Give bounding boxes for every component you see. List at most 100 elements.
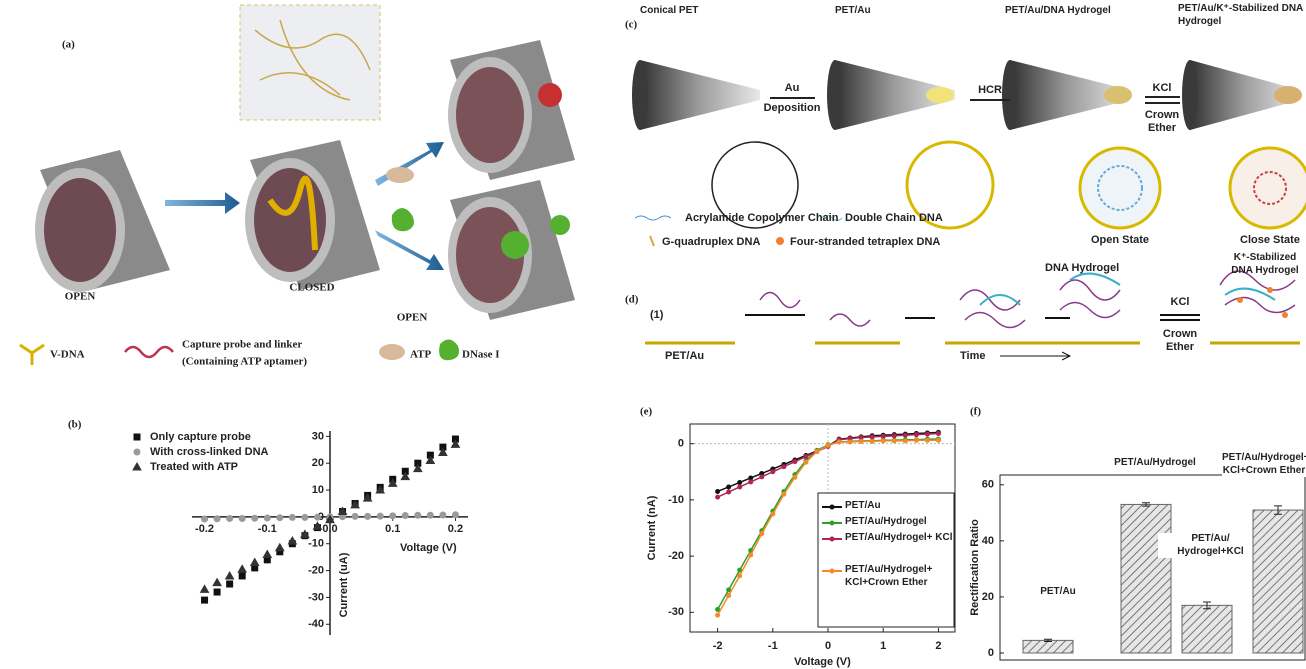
panel-a-art	[20, 5, 575, 365]
y-axis-label: Rectification Ratio	[969, 519, 981, 616]
data-point	[251, 559, 259, 566]
legend-marker	[134, 434, 140, 440]
data-point	[737, 480, 742, 485]
data-point	[925, 438, 930, 443]
data-point	[936, 431, 941, 436]
legend-label-box: PET/Au/Hydrogel+ KCl+Crown Ether	[845, 564, 953, 598]
bar	[1121, 504, 1171, 653]
channel	[448, 40, 575, 180]
channel	[448, 180, 575, 320]
step-label: Ether	[1148, 122, 1177, 134]
atp-icon	[386, 167, 414, 183]
arrow	[165, 192, 240, 214]
state-label: OPEN	[65, 291, 96, 303]
legend-label: Acrylamide Copolymer Chain	[685, 212, 839, 224]
data-point	[202, 597, 208, 603]
y-tick-label: 60	[982, 479, 994, 491]
step-label: KCl	[1153, 82, 1172, 94]
y-tick-label: 10	[312, 484, 324, 496]
data-point	[748, 552, 753, 557]
bar	[1253, 510, 1303, 653]
x-tick-label: 2	[935, 640, 941, 652]
bar	[1023, 640, 1073, 653]
state-label: Close State	[1240, 234, 1300, 246]
legend-label: Only capture probe	[150, 431, 251, 443]
cone	[1182, 60, 1302, 130]
data-point	[214, 589, 220, 595]
bar-label: PET/Au/ Hydrogel+KCl	[1158, 533, 1263, 558]
step-label: Crown	[1145, 109, 1180, 121]
legend-label: (Containing ATP aptamer)	[182, 356, 307, 368]
y-tick-label: 0	[988, 647, 994, 659]
data-point	[415, 512, 421, 518]
legend-marker	[830, 569, 835, 574]
bar-label-box: PET/Au/Hydrogel+ KCl+Crown Ether	[1222, 452, 1306, 484]
panel-label: (a)	[62, 39, 75, 51]
legend-icon	[650, 236, 654, 246]
data-point	[781, 464, 786, 469]
arrow	[375, 230, 444, 270]
bar-label-box: PET/Au	[1028, 586, 1088, 618]
vdna-icon	[20, 345, 44, 365]
legend-label: PET/Au	[845, 500, 953, 513]
data-point	[201, 585, 209, 592]
data-point	[892, 433, 897, 438]
data-point	[202, 516, 208, 522]
data-point	[440, 512, 446, 518]
data-point	[903, 433, 908, 438]
data-point	[289, 514, 295, 520]
atp-icon	[379, 344, 405, 360]
stage-title: PET/Au/DNA Hydrogel	[1005, 5, 1155, 18]
x-axis-label: Voltage (V)	[400, 542, 457, 554]
legend-label: Treated with ATP	[150, 461, 238, 473]
channel	[245, 140, 380, 290]
data-point	[770, 511, 775, 516]
bar-label: PET/Au/Hydrogel+ KCl+Crown Ether	[1222, 452, 1306, 477]
pore	[1230, 148, 1306, 228]
legend-label: With cross-linked DNA	[150, 446, 269, 458]
data-point	[925, 432, 930, 437]
step-label: HCR	[978, 84, 1002, 96]
step-label: Ether	[1166, 341, 1195, 353]
step-label: Crown	[1163, 328, 1198, 340]
data-point	[227, 581, 233, 587]
step-label: DNA Hydrogel	[1045, 262, 1119, 274]
y-tick-label: -20	[668, 550, 684, 562]
channel	[35, 150, 170, 292]
pore	[1080, 148, 1160, 228]
figure: (a)(b)(c)(d)(e)(f)OPENCLOSEDOPENV-DNACap…	[0, 0, 1306, 669]
stage-title: PET/Au/K⁺-Stabilized DNA Hydrogel	[1178, 3, 1303, 28]
data-point	[302, 514, 308, 520]
x-tick-label: -2	[713, 640, 723, 652]
data-point	[770, 469, 775, 474]
data-point	[892, 438, 897, 443]
data-point	[452, 512, 458, 518]
data-point	[748, 479, 753, 484]
y-tick-label: 0	[678, 438, 684, 450]
legend-icon	[635, 216, 671, 220]
data-point	[737, 484, 742, 489]
panel-label: (d)	[625, 294, 639, 306]
y-axis-label: Current (uA)	[338, 552, 350, 617]
y-tick-label: -10	[668, 494, 684, 506]
state-label: Open State	[1091, 234, 1149, 246]
step-label: Au	[785, 82, 800, 94]
stage-title: Conical PET	[640, 5, 760, 18]
bar-label-box: PET/Au/ Hydrogel+KCl	[1158, 533, 1263, 565]
data-point	[726, 593, 731, 598]
data-point	[352, 513, 358, 519]
data-point	[377, 513, 383, 519]
data-point	[226, 572, 234, 579]
legend-marker	[830, 505, 835, 510]
data-point	[264, 515, 270, 521]
y-tick-label: -10	[308, 538, 324, 550]
legend-label: Capture probe and linker	[182, 339, 302, 351]
panel-label: (e)	[640, 406, 653, 418]
data-point	[914, 438, 919, 443]
data-point	[914, 432, 919, 437]
stage-title-box: PET/Au	[835, 5, 935, 25]
stage-title: PET/Au	[835, 5, 935, 18]
panel-d-art	[645, 271, 1300, 360]
step-label: KCl	[1171, 296, 1190, 308]
y-tick-label: 40	[982, 535, 994, 547]
